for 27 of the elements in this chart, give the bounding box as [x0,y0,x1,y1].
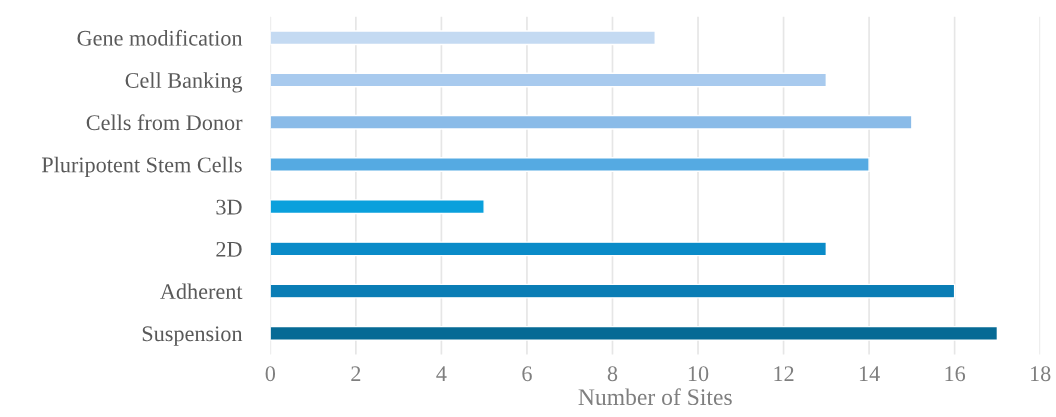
y-tick-label: Gene modification [77,29,243,46]
x-tick-label: 6 [522,366,532,382]
x-tick-label: 12 [774,366,794,381]
x-tick-label: 18 [1031,366,1051,382]
x-tick-label: 4 [436,366,447,381]
x-tick-label: 10 [688,366,709,382]
y-tick-label: Suspension [142,326,243,346]
x-tick-label: 8 [607,366,618,382]
bar [270,72,828,88]
y-tick-label: Cells from Donor [86,114,243,131]
y-tick-label: Cell Banking [125,72,243,93]
x-tick-label: 2 [351,366,361,381]
x-tick-label: 16 [945,366,966,382]
bar [270,325,999,341]
bar [270,30,656,46]
y-tick-label: Adherent [160,283,243,300]
bar [270,114,913,130]
x-tick-label: 14 [859,366,880,381]
y-tick-label: Pluripotent Stem Cells [41,156,242,177]
bar [270,199,485,215]
bar [270,157,870,172]
y-tick-label: 3D [216,199,242,215]
bar [270,283,956,299]
x-axis-title: Number of Sites [578,388,732,406]
y-tick-label: 2D [216,241,242,257]
x-tick-label: 0 [265,366,276,382]
bar [270,241,828,257]
